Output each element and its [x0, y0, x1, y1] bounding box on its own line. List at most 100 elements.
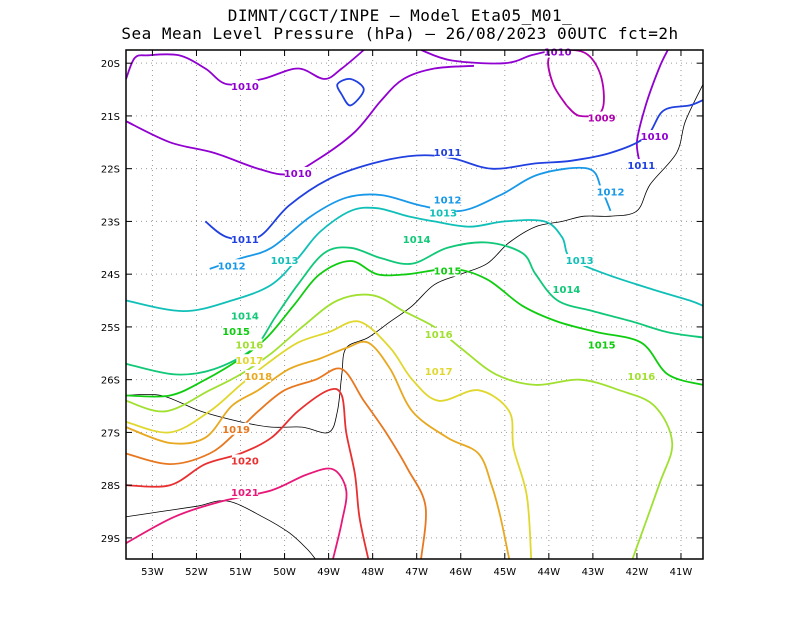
isobar-label-1013: 1013	[271, 256, 299, 267]
isobar-label-1012: 1012	[218, 261, 246, 272]
x-tick-label: 53W	[141, 567, 164, 578]
isobar-label-1016: 1016	[627, 372, 655, 383]
isobar-label-1016: 1016	[235, 340, 263, 351]
x-tick-label: 48W	[361, 567, 384, 578]
isobar-labels: 1010 1010 1010 1010 1009 1011 1011 1011 1012 1012…	[218, 45, 669, 499]
x-tick-label: 51W	[229, 567, 252, 578]
isobar-label-bg	[588, 338, 615, 351]
isobar-label-bg	[434, 193, 461, 206]
x-tick-label: 44W	[538, 567, 561, 578]
isobar-label-1012: 1012	[597, 187, 625, 198]
y-tick-label: 23S	[101, 217, 120, 228]
isobar-label-bg	[430, 206, 457, 219]
isobar-label-1009: 1009	[588, 114, 616, 125]
isobar-label-bg	[271, 253, 298, 266]
isobar-label-1016: 1016	[425, 330, 453, 341]
isobar-label-bg	[566, 253, 593, 266]
isobar-label-1011: 1011	[434, 148, 462, 159]
isobar-label-1010: 1010	[544, 48, 572, 59]
isobar-label-1015: 1015	[222, 327, 250, 338]
y-tick-label: 20S	[101, 59, 120, 70]
chart-title: DIMNT/CGCT/INPE – Model Eta05_M01_	[227, 6, 573, 25]
isobar-label-bg	[231, 79, 258, 92]
isobar-label-1013: 1013	[429, 209, 457, 220]
isobar-label-bg	[597, 185, 624, 198]
isobar-label-1012: 1012	[434, 195, 462, 206]
isobar-1010	[126, 50, 365, 86]
coastline	[126, 84, 703, 434]
isobar-label-bg	[284, 166, 311, 179]
y-tick-label: 29S	[101, 534, 120, 545]
y-tick-label: 21S	[101, 112, 120, 123]
isobar-label-bg	[236, 338, 263, 351]
x-tick-label: 46W	[449, 567, 472, 578]
isobar-label-bg	[641, 130, 668, 143]
isobar-label-bg	[245, 370, 272, 383]
isobar-1019	[126, 367, 427, 559]
y-tick-label: 24S	[101, 270, 120, 281]
isobar-label-bg	[231, 232, 258, 245]
isobar-label-bg	[223, 325, 250, 338]
isobar-1015	[126, 260, 703, 398]
isobar-1021	[126, 467, 348, 559]
isobar-layer	[126, 50, 703, 559]
y-tick-label: 26S	[101, 376, 120, 387]
y-tick-label: 22S	[101, 165, 120, 176]
isobar-1018	[126, 340, 511, 559]
isobar-label-bg	[628, 159, 655, 172]
isobar-label-1015: 1015	[588, 340, 616, 351]
isobar-label-1011: 1011	[627, 161, 655, 172]
grid-lines	[126, 50, 703, 559]
x-tick-label: 50W	[273, 567, 296, 578]
isobar-1011	[204, 99, 703, 242]
isobar-label-1010: 1010	[231, 82, 259, 93]
isobar-label-bg	[544, 45, 571, 58]
isobar-1010	[635, 50, 669, 169]
isobar-label-1014: 1014	[553, 285, 581, 296]
chart-subtitle: Sea Mean Level Pressure (hPa) – 26/08/20…	[121, 24, 679, 43]
isobar-label-bg	[223, 422, 250, 435]
isobar-1010	[420, 50, 554, 65]
isobar-label-1014: 1014	[231, 311, 259, 322]
isobar-label-bg	[218, 259, 245, 272]
isobar-label-bg	[425, 364, 452, 377]
isobar-label-bg	[425, 327, 452, 340]
x-tick-label: 43W	[582, 567, 605, 578]
isobar-1017	[126, 320, 533, 559]
isobar-label-1019: 1019	[222, 425, 250, 436]
x-tick-label: 52W	[185, 567, 208, 578]
isobar-1010	[126, 64, 475, 176]
isobar-label-1017: 1017	[425, 367, 453, 378]
isobar-1020	[126, 387, 370, 559]
isobar-label-bg	[588, 111, 615, 124]
isobar-label-bg	[231, 454, 258, 467]
x-tick-label: 49W	[317, 567, 340, 578]
x-tick-label: 47W	[405, 567, 428, 578]
isobar-label-1020: 1020	[231, 456, 259, 467]
isobar-label-1010: 1010	[284, 169, 312, 180]
isobar-label-1021: 1021	[231, 488, 259, 499]
map-frame	[125, 49, 704, 560]
isobar-1009	[547, 50, 605, 118]
isobar-label-bg	[236, 354, 263, 367]
isobar-label-bg	[434, 264, 461, 277]
isobar-label-bg	[553, 282, 580, 295]
isobar-1013	[126, 206, 703, 313]
isobar-1012	[209, 166, 612, 270]
isobar-label-bg	[434, 145, 461, 158]
isobar-1011	[336, 77, 365, 107]
y-tick-label: 27S	[101, 428, 120, 439]
coastline-layer	[126, 84, 703, 559]
isobar-label-bg	[231, 486, 258, 499]
x-tick-label: 45W	[493, 567, 516, 578]
y-tick-label: 25S	[101, 323, 120, 334]
y-tick-label: 28S	[101, 481, 120, 492]
isobar-1016	[126, 293, 674, 559]
isobar-label-1018: 1018	[244, 372, 272, 383]
isobar-label-bg	[403, 232, 430, 245]
axis-ticks: 53W 52W 51W 50W 49W 48W 47W 46W 45W 44W 43W 42W 41W 2…	[101, 50, 703, 578]
isobar-label-bg	[628, 370, 655, 383]
isobar-label-1013: 1013	[566, 256, 594, 267]
isobar-label-1015: 1015	[434, 267, 462, 278]
isobar-label-1017: 1017	[235, 356, 263, 367]
